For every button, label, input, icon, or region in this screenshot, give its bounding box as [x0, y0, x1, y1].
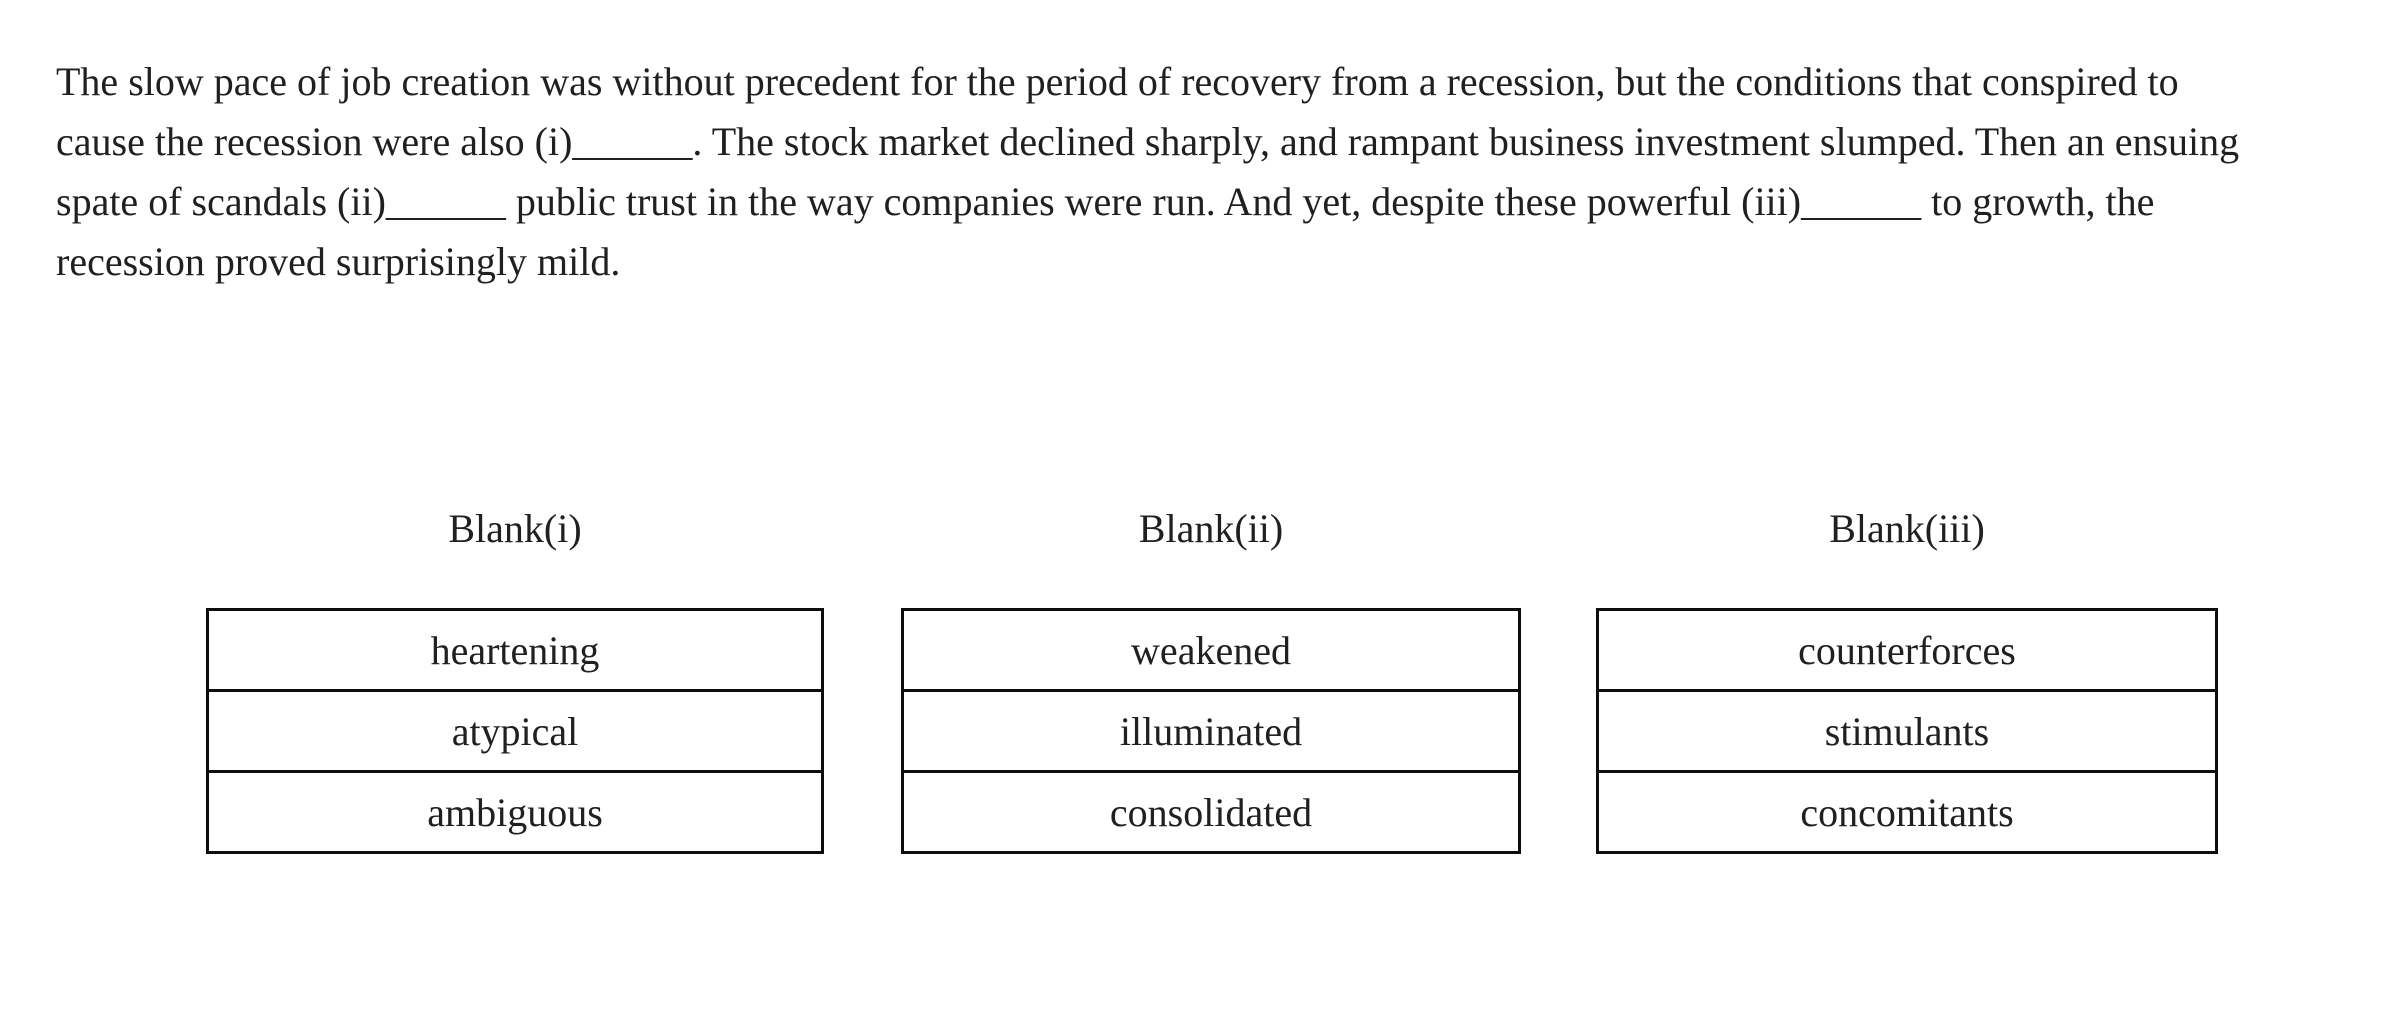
- blank-ii-option-2[interactable]: illuminated: [904, 692, 1518, 773]
- blank-i-option-1[interactable]: heartening: [209, 611, 821, 692]
- passage-line-3: spate of scandals (ii)______ public trus…: [56, 179, 2155, 224]
- blank-ii-options-table: weakened illuminated consolidated: [901, 608, 1521, 854]
- passage-line-2: cause the recession were also (i)______.…: [56, 119, 2240, 164]
- blank-ii-option-3[interactable]: consolidated: [1109, 789, 1313, 835]
- blank-ii-header: Blank(ii): [1138, 506, 1284, 551]
- blank-iii-option-1[interactable]: counterforces: [1599, 611, 2215, 692]
- blank-iii-options-table: counterforces stimulants concomitants: [1596, 608, 2218, 854]
- blank-iii-option-2[interactable]: stimulants: [1599, 692, 2215, 773]
- blank-i-option-3[interactable]: ambiguous: [427, 789, 603, 835]
- passage-line-1: The slow pace of job creation was withou…: [56, 59, 2179, 104]
- blank-iii-option-3[interactable]: concomitants: [1800, 789, 2014, 835]
- blank-i-option-2[interactable]: atypical: [209, 692, 821, 773]
- passage-line-4: recession proved surprisingly mild.: [56, 239, 621, 284]
- blank-ii-option-1[interactable]: weakened: [904, 611, 1518, 692]
- question-passage: The slow pace of job creation was withou…: [56, 52, 2239, 292]
- blank-i-options-table: heartening atypical ambiguous: [206, 608, 824, 854]
- blank-iii-header: Blank(iii): [1829, 506, 1985, 551]
- blank-i-header: Blank(i): [448, 506, 582, 551]
